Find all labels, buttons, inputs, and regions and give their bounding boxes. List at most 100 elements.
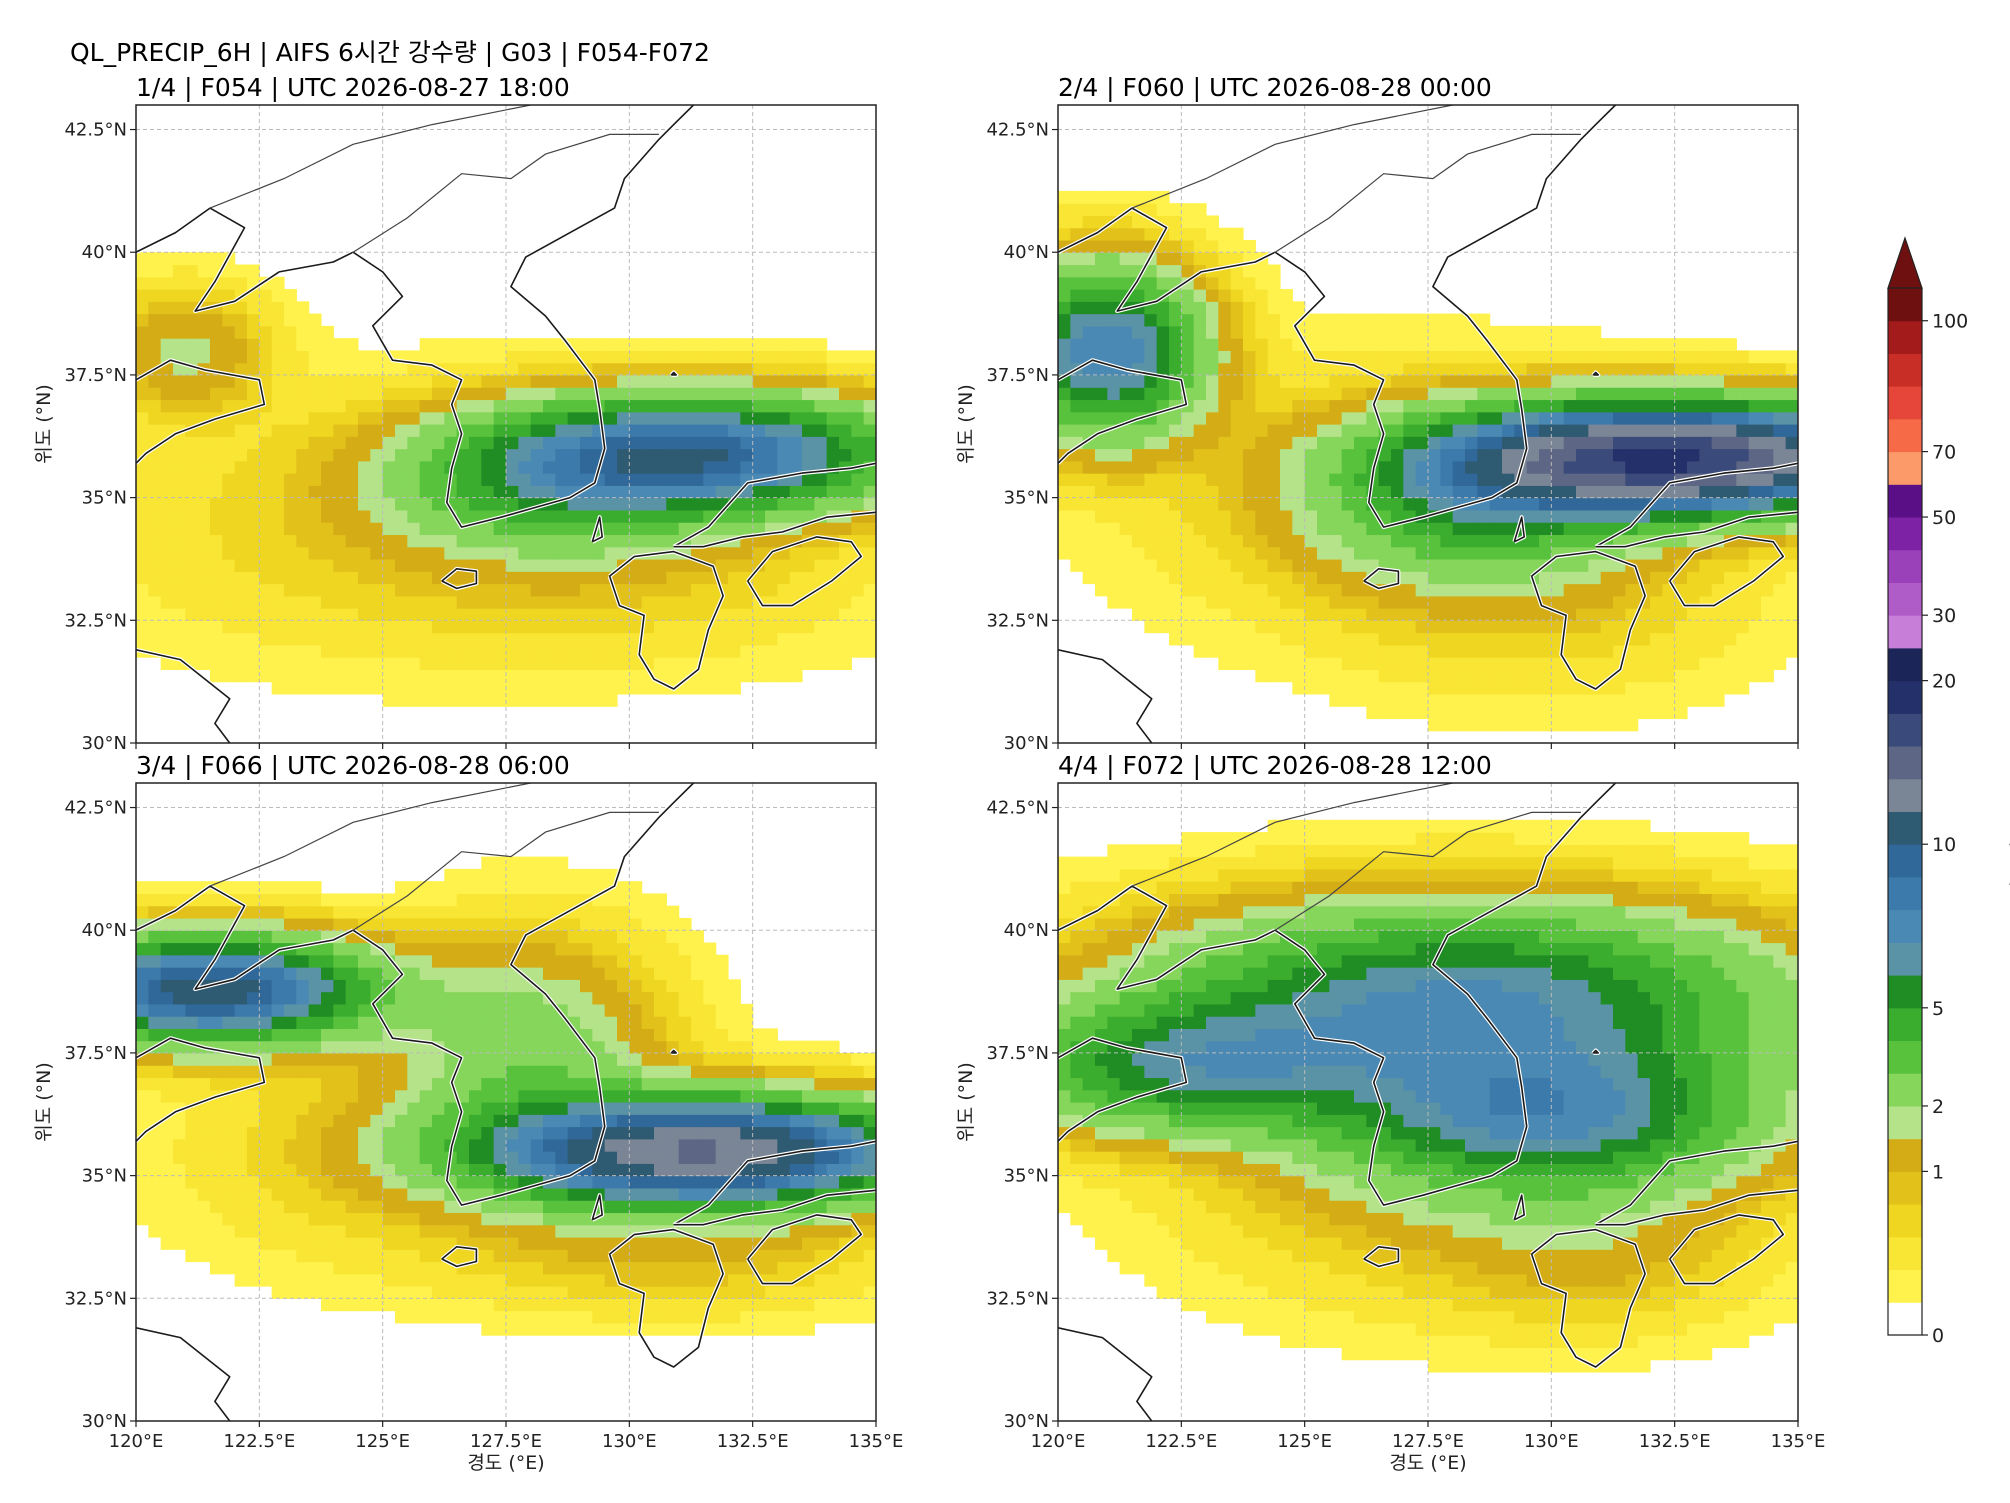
ytick-label: 42.5°N	[64, 120, 127, 141]
ylabel: 위도 (°N)	[955, 1062, 977, 1142]
xtick-label: 120°E	[109, 1431, 164, 1452]
colorbar-bin	[1888, 1204, 1922, 1238]
ytick-label: 30°N	[1004, 733, 1049, 754]
ylabel: 위도 (°N)	[33, 1062, 55, 1142]
colorbar-bin	[1888, 909, 1922, 943]
colorbar-bin	[1888, 1302, 1922, 1336]
colorbar-tick-label: 30	[1932, 605, 1956, 627]
colorbar-tick-label: 70	[1932, 442, 1956, 464]
ytick-label: 37.5°N	[986, 365, 1049, 386]
ytick-label: 32.5°N	[986, 1288, 1049, 1309]
colorbar-bin	[1888, 1105, 1922, 1140]
coastlines	[136, 783, 876, 1421]
colorbar-tick-label: 50	[1932, 507, 1956, 529]
colorbar-tick-label: 10	[1932, 834, 1956, 856]
colorbar-bin	[1888, 1073, 1922, 1107]
colorbar-bin	[1888, 1269, 1922, 1303]
ytick-label: 37.5°N	[986, 1043, 1049, 1064]
panels-group: 1/4 | F054 | UTC 2026-08-27 18:00 30°N 32.…	[33, 73, 1825, 1474]
xtick-label: 132.5°E	[1639, 1431, 1711, 1452]
ytick-label: 32.5°N	[64, 1288, 127, 1309]
gridlines	[1058, 783, 1798, 1421]
colorbar-bin	[1888, 1171, 1922, 1205]
colorbar-tick-label: 1	[1932, 1161, 1944, 1183]
coastlines	[1058, 783, 1798, 1421]
xtick-label: 130°E	[1524, 1431, 1579, 1452]
colorbar-bin	[1888, 288, 1922, 322]
colorbar-bin	[1888, 713, 1922, 747]
colorbar-bin	[1888, 615, 1922, 649]
ytick-label: 32.5°N	[986, 610, 1049, 631]
colorbar-tick-label: 2	[1932, 1096, 1944, 1118]
colorbar-bin	[1888, 1007, 1922, 1042]
gridlines	[1058, 105, 1798, 743]
colorbar-bin	[1888, 844, 1922, 878]
colorbar-bin	[1888, 320, 1922, 354]
colorbar-extend-arrow	[1887, 236, 1923, 289]
ytick-label: 35°N	[1004, 1166, 1049, 1187]
ytick-label: 42.5°N	[986, 120, 1049, 141]
colorbar-bin	[1888, 746, 1922, 780]
figure-suptitle: QL_PRECIP_6H | AIFS 6시간 강수량 | G03 | F054…	[70, 38, 710, 67]
panel-title: 4/4 | F072 | UTC 2026-08-28 12:00	[1058, 751, 1492, 780]
xlabel: 경도 (°E)	[1389, 1452, 1466, 1474]
colorbar-tick-label: 20	[1932, 671, 1956, 693]
colorbar-bin	[1888, 517, 1922, 551]
colorbar-tick-label: 0	[1932, 1325, 1944, 1347]
colorbar-bin	[1888, 680, 1922, 714]
ylabel: 위도 (°N)	[33, 384, 55, 464]
colorbar-bin	[1888, 386, 1922, 420]
panel-title: 3/4 | F066 | UTC 2026-08-28 06:00	[136, 751, 570, 780]
colorbar-bin	[1888, 353, 1922, 387]
colorbar: 0 1 2 5 10 20 30 50 70 100 6시간 강수량 (mm)	[1887, 236, 2010, 1347]
precip-field	[1058, 105, 1798, 743]
ytick-label: 42.5°N	[64, 798, 127, 819]
map-panel-3: 3/4 | F066 | UTC 2026-08-28 06:00 30°N 32.…	[33, 751, 903, 1474]
colorbar-bin	[1888, 549, 1922, 583]
colorbar-bin	[1888, 647, 1922, 682]
map-panel-1: 1/4 | F054 | UTC 2026-08-27 18:00 30°N 32.…	[33, 73, 877, 754]
colorbar-bin	[1888, 582, 1922, 616]
colorbar-bin	[1888, 418, 1922, 453]
xtick-label: 130°E	[602, 1431, 657, 1452]
xtick-label: 135°E	[849, 1431, 904, 1452]
xtick-label: 125°E	[1277, 1431, 1332, 1452]
ylabel: 위도 (°N)	[955, 384, 977, 464]
precip-field	[136, 783, 876, 1421]
ytick-label: 35°N	[82, 488, 127, 509]
xtick-label: 120°E	[1031, 1431, 1086, 1452]
ytick-label: 35°N	[1004, 488, 1049, 509]
ytick-label: 42.5°N	[986, 798, 1049, 819]
xtick-label: 122.5°E	[1145, 1431, 1217, 1452]
colorbar-bin	[1888, 876, 1922, 911]
colorbar-bin	[1888, 1138, 1922, 1172]
ytick-label: 40°N	[1004, 242, 1049, 263]
colorbar-label: 6시간 강수량 (mm)	[2007, 734, 2010, 889]
colorbar-bin	[1888, 451, 1922, 485]
xtick-label: 127.5°E	[1392, 1431, 1464, 1452]
colorbar-tick-label: 100	[1932, 311, 1968, 333]
colorbar-bin	[1888, 1040, 1922, 1074]
xtick-label: 125°E	[355, 1431, 410, 1452]
precip-field	[1058, 783, 1798, 1421]
colorbar-bin	[1888, 778, 1922, 812]
ytick-label: 37.5°N	[64, 365, 127, 386]
colorbar-bin	[1888, 975, 1922, 1009]
xtick-label: 127.5°E	[470, 1431, 542, 1452]
ytick-label: 30°N	[82, 1411, 127, 1432]
coastlines	[136, 105, 876, 743]
ytick-label: 30°N	[82, 733, 127, 754]
precip-field	[136, 105, 876, 743]
ytick-label: 30°N	[1004, 1411, 1049, 1432]
gridlines	[136, 105, 876, 743]
map-panel-4: 4/4 | F072 | UTC 2026-08-28 12:00 30°N 32.…	[955, 751, 1825, 1474]
colorbar-bin	[1888, 811, 1922, 845]
panel-title: 2/4 | F060 | UTC 2026-08-28 00:00	[1058, 73, 1492, 102]
ytick-label: 35°N	[82, 1166, 127, 1187]
panel-title: 1/4 | F054 | UTC 2026-08-27 18:00	[136, 73, 570, 102]
xtick-label: 135°E	[1771, 1431, 1826, 1452]
xtick-label: 132.5°E	[717, 1431, 789, 1452]
ytick-label: 40°N	[82, 242, 127, 263]
ytick-label: 40°N	[82, 920, 127, 941]
